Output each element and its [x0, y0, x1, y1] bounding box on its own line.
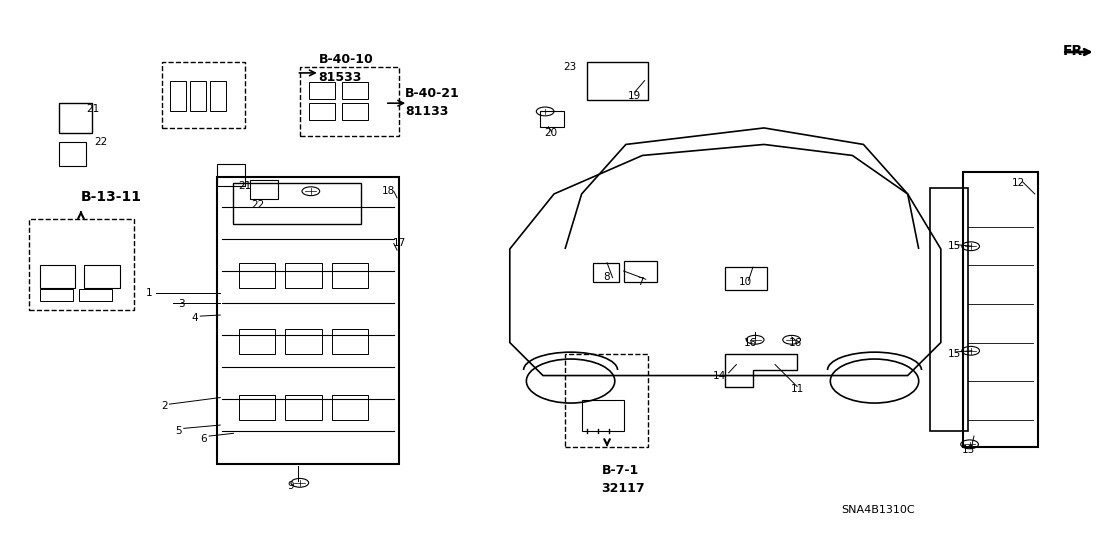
Text: B-13-11: B-13-11 [81, 190, 142, 204]
Text: 8: 8 [604, 272, 611, 281]
Text: 3: 3 [178, 299, 185, 309]
Text: SNA4B1310C: SNA4B1310C [841, 505, 915, 515]
Text: 15: 15 [947, 348, 961, 358]
Text: 21: 21 [238, 181, 252, 191]
Text: 23: 23 [563, 62, 576, 72]
Text: 2: 2 [162, 401, 168, 411]
Text: B-40-10: B-40-10 [319, 53, 373, 66]
Text: 10: 10 [739, 277, 751, 287]
Text: 4: 4 [192, 313, 198, 323]
Text: 13: 13 [962, 445, 975, 455]
Text: 12: 12 [1012, 178, 1025, 188]
Text: FR.: FR. [1063, 44, 1088, 58]
Text: 20: 20 [544, 128, 557, 138]
Text: 22: 22 [252, 200, 265, 210]
Text: 81133: 81133 [404, 105, 448, 118]
Text: 81533: 81533 [319, 71, 362, 84]
Text: 32117: 32117 [602, 482, 645, 495]
Text: 17: 17 [392, 238, 406, 248]
Text: 11: 11 [790, 384, 803, 394]
Text: 16: 16 [745, 337, 758, 347]
Text: B-40-21: B-40-21 [404, 87, 460, 100]
Text: 14: 14 [714, 371, 727, 380]
Text: 18: 18 [381, 186, 394, 196]
Text: 9: 9 [288, 481, 295, 491]
Text: B-7-1: B-7-1 [602, 464, 639, 477]
Text: 15: 15 [947, 241, 961, 251]
Text: 1: 1 [146, 288, 153, 298]
Text: 16: 16 [788, 337, 801, 347]
Text: 5: 5 [175, 426, 182, 436]
Text: 6: 6 [201, 434, 207, 444]
Text: 19: 19 [628, 91, 642, 101]
Text: 7: 7 [637, 277, 644, 287]
Text: 22: 22 [94, 137, 107, 147]
Text: 21: 21 [86, 103, 100, 114]
